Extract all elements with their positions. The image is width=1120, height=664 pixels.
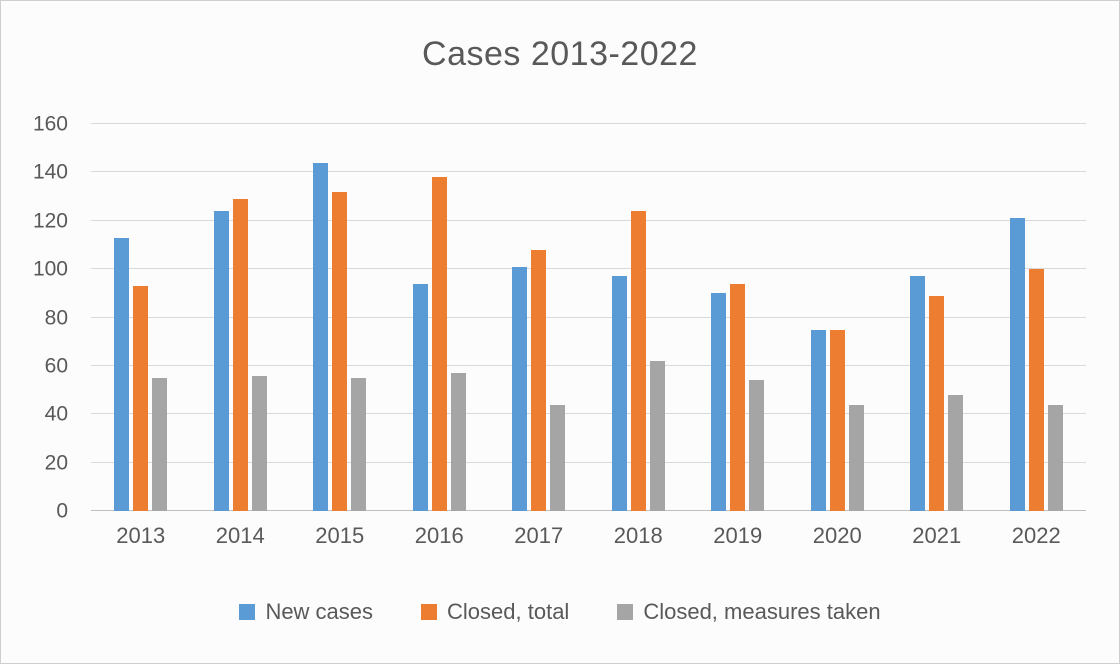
bar-closed-total-2013 xyxy=(133,286,149,511)
y-tick-label: 40 xyxy=(44,402,68,426)
x-tick-label-2013: 2013 xyxy=(116,523,166,548)
bar-closed-measures-taken-2019 xyxy=(749,380,765,511)
bar-closed-total-2015 xyxy=(332,191,348,511)
x-tick-label-2014: 2014 xyxy=(215,523,265,548)
legend-label-closed-total: Closed, total xyxy=(447,599,570,624)
bars-container xyxy=(91,124,1086,511)
legend-label-new-cases: New cases xyxy=(265,599,374,624)
x-tick-label-2017: 2017 xyxy=(514,523,564,548)
bar-group-2015 xyxy=(290,124,390,511)
bar-closed-total-2022 xyxy=(1028,269,1044,511)
y-tick-label: 160 xyxy=(32,112,68,136)
bar-closed-measures-taken-2016 xyxy=(450,373,466,511)
gridline xyxy=(91,171,1086,173)
legend-item-new-cases: New cases xyxy=(239,599,373,625)
bar-new-cases-2017 xyxy=(512,266,528,511)
gridline xyxy=(91,219,1086,221)
x-axis: 2013 2014 2015 2016 2017 2018 2019 2020 2021 2022 xyxy=(91,523,1086,549)
bar-closed-total-2020 xyxy=(829,329,845,511)
gridline xyxy=(91,461,1086,463)
y-tick-label: 0 xyxy=(56,499,68,523)
y-tick-label: 140 xyxy=(32,160,68,184)
legend-swatch-closed-total xyxy=(421,604,438,620)
bar-closed-measures-taken-2014 xyxy=(251,375,267,511)
y-tick-label: 60 xyxy=(44,354,68,378)
bar-new-cases-2020 xyxy=(810,329,826,511)
bar-group-2019 xyxy=(688,124,788,511)
gridline xyxy=(91,316,1086,318)
bar-closed-measures-taken-2021 xyxy=(948,394,964,511)
legend-item-closed-measures: Closed, measures taken xyxy=(617,599,881,625)
bar-closed-total-2016 xyxy=(431,177,447,511)
y-tick-label: 100 xyxy=(32,257,68,281)
x-tick-label-2021: 2021 xyxy=(912,523,962,548)
bar-closed-total-2018 xyxy=(630,211,646,511)
bar-closed-measures-taken-2022 xyxy=(1047,404,1063,511)
legend-swatch-closed-measures xyxy=(617,604,634,620)
bar-closed-total-2014 xyxy=(232,198,248,511)
bar-closed-total-2019 xyxy=(730,283,746,511)
bar-new-cases-2016 xyxy=(412,283,428,511)
bar-group-2014 xyxy=(191,124,291,511)
legend-swatch-new-cases xyxy=(239,604,256,620)
bar-new-cases-2013 xyxy=(114,237,130,511)
bar-closed-measures-taken-2013 xyxy=(152,377,168,511)
bar-new-cases-2018 xyxy=(611,276,627,511)
bar-closed-total-2017 xyxy=(531,249,547,511)
legend-item-closed-total: Closed, total xyxy=(421,599,569,625)
y-axis: 0 20 40 60 80 100 120 140 160 xyxy=(1,114,76,522)
bar-closed-measures-taken-2017 xyxy=(550,404,566,511)
y-tick-label: 120 xyxy=(32,209,68,233)
bar-group-2020 xyxy=(788,124,888,511)
x-tick-label-2015: 2015 xyxy=(315,523,365,548)
bar-new-cases-2015 xyxy=(313,162,329,511)
bar-group-2013 xyxy=(91,124,191,511)
bar-closed-measures-taken-2020 xyxy=(848,404,864,511)
gridline xyxy=(91,268,1086,270)
gridline xyxy=(91,510,1086,511)
bar-new-cases-2022 xyxy=(1009,218,1025,511)
legend-label-closed-measures: Closed, measures taken xyxy=(643,599,881,624)
x-tick-label-2019: 2019 xyxy=(713,523,763,548)
y-tick-label: 20 xyxy=(44,451,68,475)
bar-new-cases-2014 xyxy=(213,211,229,511)
bar-closed-measures-taken-2018 xyxy=(649,361,665,511)
bar-closed-total-2021 xyxy=(929,295,945,511)
chart-title: Cases 2013-2022 xyxy=(422,35,698,73)
y-tick-label: 80 xyxy=(44,306,68,329)
x-tick-label-2018: 2018 xyxy=(613,523,663,548)
x-tick-label-2016: 2016 xyxy=(414,523,464,548)
bar-group-2018 xyxy=(589,124,689,511)
bar-group-2022 xyxy=(987,124,1087,511)
gridline xyxy=(91,413,1086,415)
x-tick-label-2020: 2020 xyxy=(812,523,862,548)
legend: New cases Closed, total Closed, measures… xyxy=(1,599,1119,625)
bar-group-2021 xyxy=(887,124,987,511)
gridline xyxy=(91,123,1086,124)
x-tick-label-2022: 2022 xyxy=(1011,523,1061,548)
bar-new-cases-2019 xyxy=(711,293,727,511)
bar-new-cases-2021 xyxy=(910,276,926,511)
bar-group-2016 xyxy=(390,124,490,511)
bar-group-2017 xyxy=(489,124,589,511)
gridline xyxy=(91,364,1086,366)
plot-area xyxy=(91,123,1086,511)
bar-closed-measures-taken-2015 xyxy=(351,377,367,511)
